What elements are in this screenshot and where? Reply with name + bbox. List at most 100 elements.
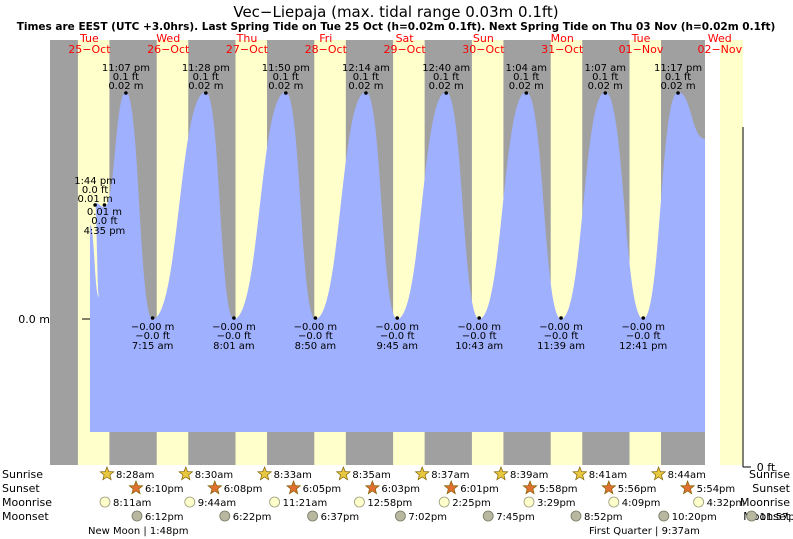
- low-tide-m: 0.01 m: [87, 207, 122, 218]
- moonrise-icon: [99, 496, 111, 508]
- moon-phase-first-quarter: First Quarter | 9:37am: [589, 526, 700, 537]
- moonrise-time: 9:44am: [198, 498, 236, 509]
- day-of-week-label: Wed: [708, 32, 732, 45]
- date-label: 30−Oct: [462, 43, 505, 56]
- low-tide-marker: [641, 316, 646, 320]
- sunset-star-icon: [285, 480, 302, 495]
- sunset-time: 5:58pm: [539, 484, 578, 495]
- sunset-time: 6:08pm: [224, 484, 263, 495]
- moonrise-time: 11:21am: [283, 498, 328, 509]
- sunrise-time: 8:28am: [116, 470, 154, 481]
- date-label: 25−Oct: [68, 43, 111, 56]
- low-tide-m: −0.00 m: [621, 322, 665, 333]
- high-tide-time: 11:28 pm: [182, 63, 230, 74]
- sunset-star-icon: [128, 480, 144, 495]
- sunset-star-icon: [443, 480, 459, 495]
- sunrise-time: 8:37am: [431, 470, 469, 481]
- low-tide-time: 9:45 am: [376, 341, 418, 352]
- tide-area: [90, 92, 705, 432]
- high-tide-marker: [124, 91, 128, 95]
- low-tide-ft: −0.0 ft: [626, 331, 661, 342]
- moonrise-icon: [523, 496, 535, 508]
- sunrise-star-icon: [178, 466, 194, 481]
- sunrise-star-icon: [256, 466, 273, 481]
- sunset-time: 5:54pm: [697, 484, 736, 495]
- moonrise-time: 12:58pm: [367, 498, 412, 509]
- high-tide-ft: 0.0 ft: [82, 185, 108, 196]
- low-tide-m: −0.00 m: [539, 322, 583, 333]
- sunset-star-icon: [679, 480, 696, 495]
- day-of-week-label: Tue: [79, 32, 99, 45]
- low-tide-time: 8:01 am: [213, 341, 255, 352]
- daylight-band: [720, 40, 743, 465]
- high-tide-ft: 0.1 ft: [433, 72, 459, 83]
- low-tide-marker: [313, 316, 318, 320]
- high-tide-m: 0.02 m: [509, 81, 544, 92]
- row-label-right: Moonrise: [740, 496, 790, 509]
- sunrise-time: 8:33am: [274, 470, 312, 481]
- sunset-star-icon: [207, 480, 223, 495]
- sunrise-time: 8:30am: [195, 470, 233, 481]
- moonrise-time: 4:32pm: [707, 498, 746, 509]
- low-tide-m: −0.00 m: [375, 322, 419, 333]
- moonset-time: 7:02pm: [408, 512, 447, 523]
- high-tide-ft: 0.1 ft: [592, 72, 618, 83]
- high-tide-marker: [524, 91, 529, 95]
- sunset-time: 6:01pm: [460, 484, 499, 495]
- moonset-time: 11:57pm: [760, 512, 793, 523]
- high-tide-time: 1:04 am: [506, 63, 548, 74]
- high-tide-time: 1:44 pm: [74, 176, 116, 187]
- low-tide-time: 10:43 am: [455, 341, 503, 352]
- low-tide-ft: −0.0 ft: [544, 331, 579, 342]
- high-tide-marker: [676, 91, 680, 95]
- sunset-time: 6:10pm: [145, 484, 184, 495]
- moonrise-time: 2:25pm: [452, 498, 491, 509]
- day-of-week-label: Sat: [396, 32, 415, 45]
- tide-labels: 1:44 pm0.0 ft0.01 m11:07 pm0.1 ft0.02 m1…: [74, 63, 702, 352]
- high-tide-ft: 0.1 ft: [193, 72, 219, 83]
- date-label: 26−Oct: [147, 43, 190, 56]
- moonrise-time: 3:29pm: [537, 498, 576, 509]
- sunset-star-icon: [364, 480, 381, 495]
- high-tide-time: 1:07 am: [585, 63, 627, 74]
- row-label-left: Sunset: [2, 482, 40, 495]
- high-tide-m: 0.02 m: [660, 81, 695, 92]
- date-label: 29−Oct: [383, 43, 426, 56]
- moonset-time: 7:45pm: [496, 512, 535, 523]
- sunrise-star-icon: [650, 466, 667, 481]
- chart-subtitle: Times are EEST (UTC +3.0hrs). Last Sprin…: [17, 21, 776, 33]
- sunset-time: 6:05pm: [303, 484, 342, 495]
- low-tide-ft: −0.0 ft: [135, 331, 170, 342]
- moonrise-time: 4:09pm: [622, 498, 661, 509]
- high-tide-m: 0.01 m: [77, 194, 112, 205]
- day-of-week-label: Tue: [631, 32, 651, 45]
- low-tide-ft: 0.0 ft: [91, 216, 117, 227]
- moonset-time: 6:37pm: [321, 512, 360, 523]
- sunset-star-icon: [522, 480, 538, 495]
- low-tide-marker: [559, 316, 563, 320]
- high-tide-ft: 0.1 ft: [665, 72, 691, 83]
- moonset-icon: [658, 510, 670, 522]
- sunrise-star-icon: [414, 466, 430, 481]
- high-tide-time: 11:50 pm: [262, 63, 310, 74]
- day-of-week-label: Fri: [319, 32, 332, 45]
- low-tide-ft: −0.0 ft: [462, 331, 497, 342]
- moonset-icon: [746, 510, 757, 522]
- moonrise-icon: [184, 496, 196, 508]
- sunrise-star-icon: [572, 466, 588, 481]
- tide-curve-layer: [90, 92, 705, 432]
- low-tide-time: 12:41 pm: [619, 341, 667, 352]
- low-tide-marker: [477, 316, 481, 320]
- moonset-icon: [307, 510, 319, 522]
- sunset-time: 6:03pm: [381, 484, 420, 495]
- row-label-right: Sunset: [752, 482, 790, 495]
- moonset-time: 8:52pm: [584, 512, 623, 523]
- high-tide-m: 0.02 m: [268, 81, 303, 92]
- high-tide-marker: [284, 91, 288, 95]
- sunrise-star-icon: [99, 466, 115, 481]
- low-tide-ft: −0.0 ft: [298, 331, 333, 342]
- high-tide-m: 0.02 m: [588, 81, 623, 92]
- sunrise-star-icon: [335, 466, 352, 481]
- sunrise-time: 8:41am: [589, 470, 627, 481]
- high-tide-ft: 0.1 ft: [273, 72, 299, 83]
